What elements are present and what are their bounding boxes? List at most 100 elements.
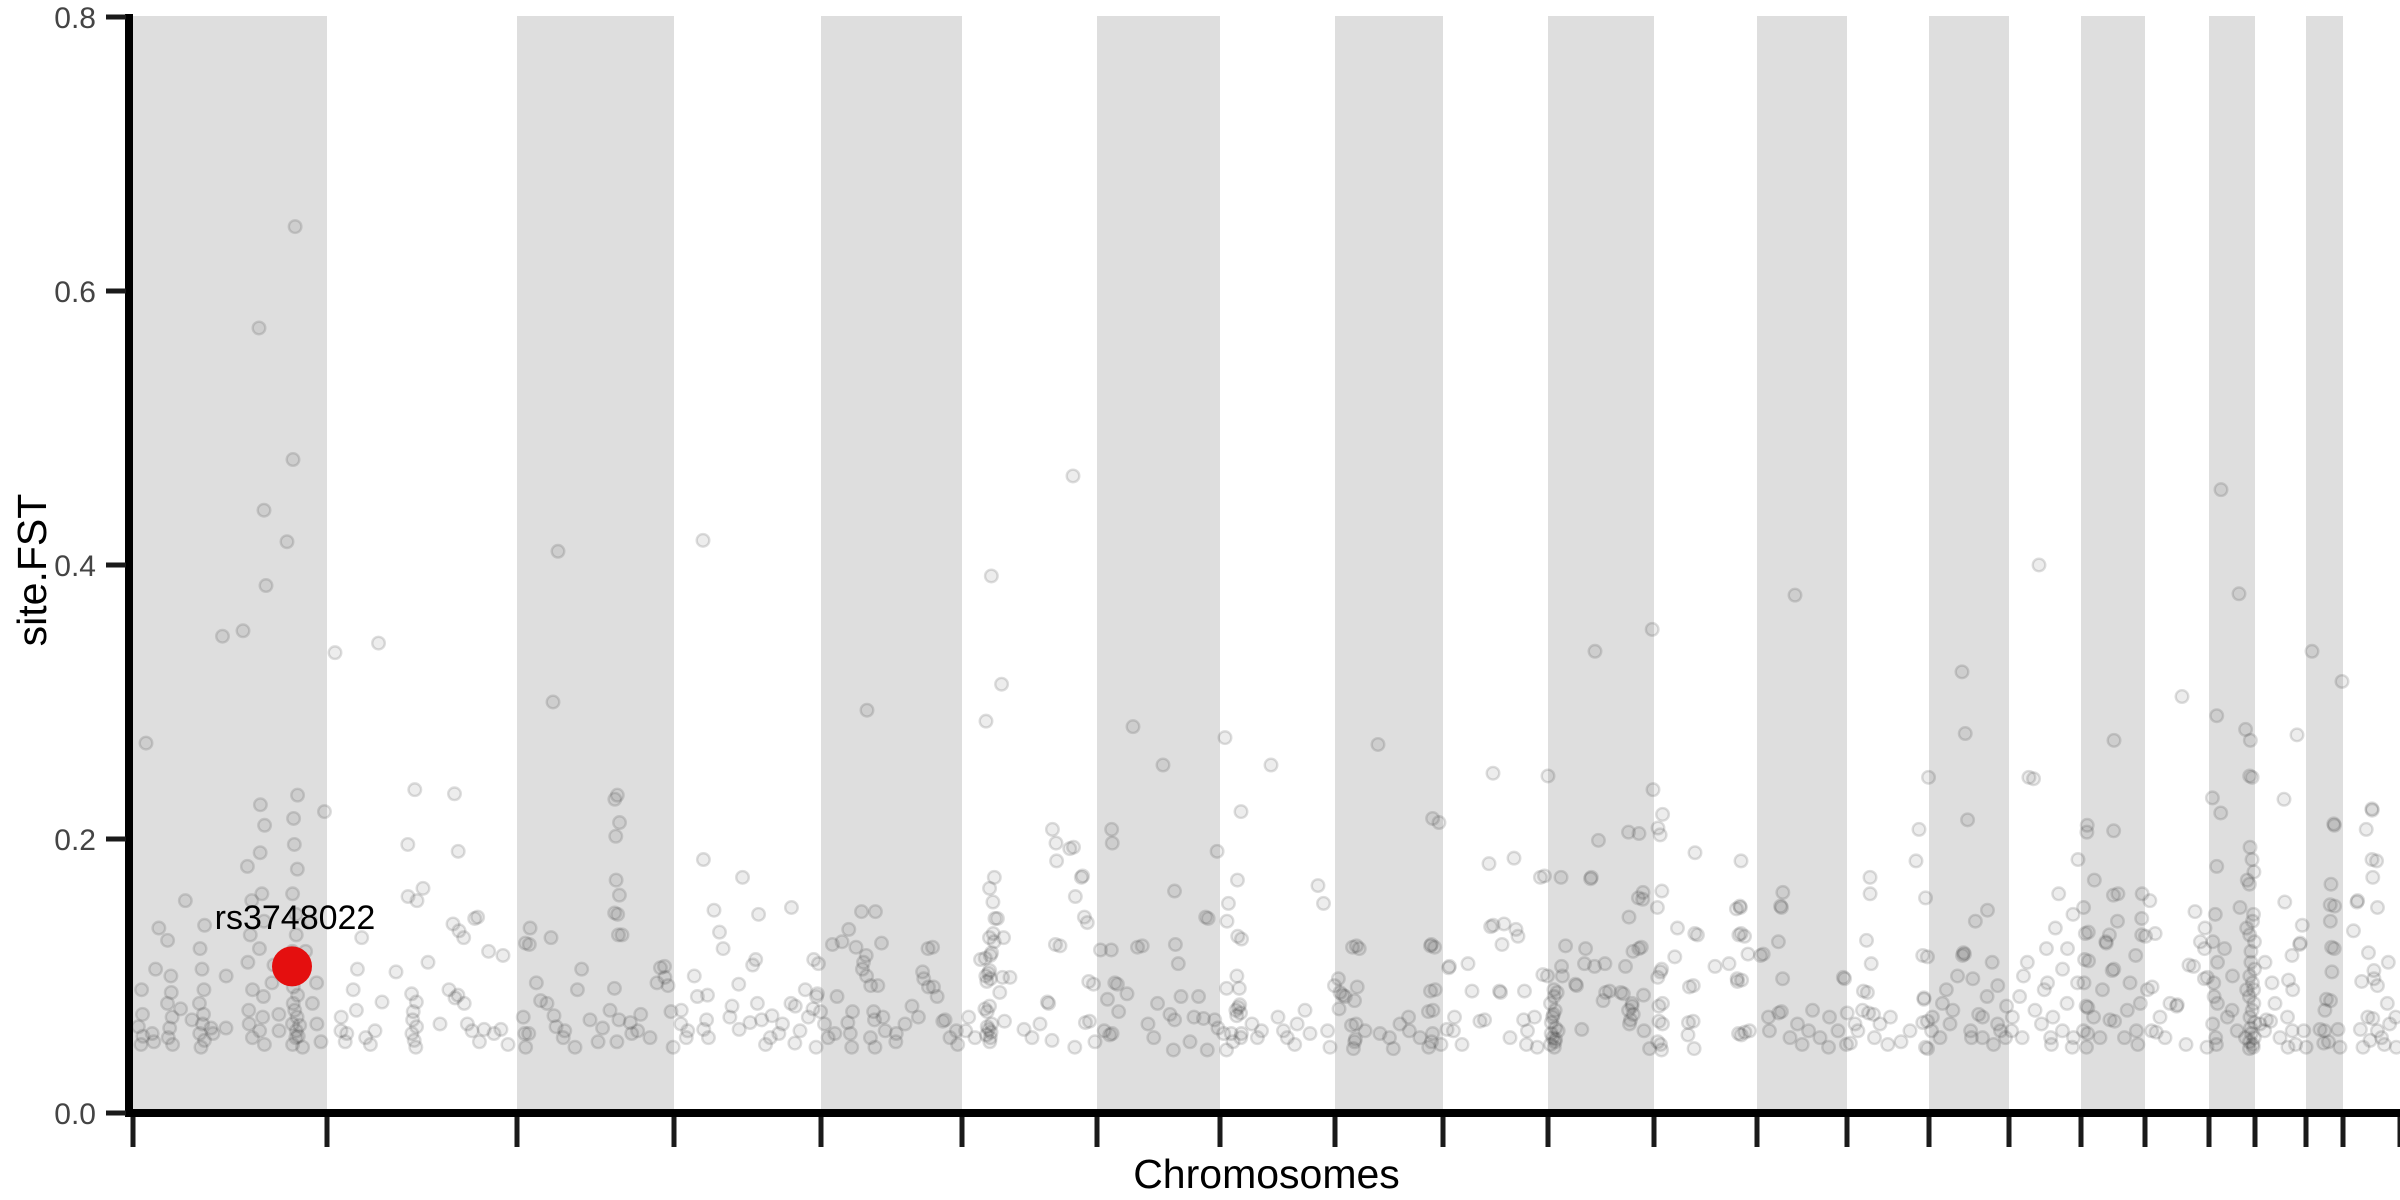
data-point <box>1092 942 1108 958</box>
data-point <box>2045 1009 2061 1025</box>
data-point <box>1915 947 1931 963</box>
data-point <box>2388 1039 2400 1055</box>
data-point <box>1625 1006 1641 1022</box>
data-point <box>1915 1015 1931 1031</box>
data-point <box>1862 869 1878 885</box>
data-point <box>754 1012 770 1028</box>
data-point <box>1297 1002 1313 1018</box>
data-point <box>1546 989 1562 1005</box>
data-point <box>1532 869 1548 885</box>
data-point <box>2360 1009 2376 1025</box>
data-point <box>1230 1000 1246 1016</box>
data-point <box>1134 938 1150 954</box>
data-point <box>1191 989 1207 1005</box>
data-point <box>829 989 845 1005</box>
data-point <box>981 1021 997 1037</box>
data-point <box>1345 939 1361 955</box>
data-point <box>1587 643 1603 659</box>
data-point <box>1548 1031 1564 1047</box>
data-point <box>2280 1039 2296 1055</box>
data-point <box>316 804 332 820</box>
data-point <box>2374 1030 2390 1046</box>
data-point <box>699 1012 715 1028</box>
data-point <box>1974 1030 1990 1046</box>
data-point <box>1950 968 1966 984</box>
data-point <box>1835 969 1851 985</box>
data-point <box>2277 894 2293 910</box>
data-point <box>304 995 320 1011</box>
y-axis-ticks <box>106 14 126 1116</box>
data-point <box>1454 1036 1470 1052</box>
data-point <box>284 1016 300 1032</box>
data-point <box>2208 1036 2224 1052</box>
data-point <box>1337 989 1353 1005</box>
data-point <box>476 1021 492 1037</box>
data-point <box>1167 936 1183 952</box>
data-point <box>2364 802 2380 818</box>
data-point <box>678 1030 694 1046</box>
data-point <box>404 1026 420 1042</box>
data-point <box>521 936 537 952</box>
data-point <box>292 1017 308 1033</box>
data-point <box>192 1026 208 1042</box>
data-point <box>1971 1006 1987 1022</box>
data-point <box>2242 1009 2258 1025</box>
data-point <box>1217 730 1233 746</box>
data-point <box>2197 920 2213 936</box>
data-point <box>432 1016 448 1032</box>
data-point <box>787 1035 803 1051</box>
data-point <box>214 628 230 644</box>
data-point <box>624 1026 640 1042</box>
data-point <box>758 1036 774 1052</box>
data-point <box>1685 1013 1701 1029</box>
data-point <box>1427 939 1443 955</box>
data-point <box>2077 952 2093 968</box>
data-point <box>1955 945 1971 961</box>
data-point <box>1812 1030 1828 1046</box>
data-point <box>1654 995 1670 1011</box>
data-point <box>2070 975 2086 991</box>
data-point <box>1233 1005 1249 1021</box>
data-point <box>1081 973 1097 989</box>
data-point <box>404 986 420 1002</box>
data-point <box>1385 1041 1401 1057</box>
data-point <box>806 952 822 968</box>
data-point <box>1392 1016 1408 1032</box>
data-point <box>642 1030 658 1046</box>
data-point <box>1485 765 1501 781</box>
data-point <box>1412 1030 1428 1046</box>
data-point <box>2192 934 2208 950</box>
data-point <box>289 861 305 877</box>
data-point <box>1740 946 1756 962</box>
data-point <box>1838 1036 1854 1052</box>
data-point <box>2318 991 2334 1007</box>
data-point <box>1270 1009 1286 1025</box>
data-point <box>1773 898 1789 914</box>
data-point <box>1805 1002 1821 1018</box>
data-point <box>2064 1039 2080 1055</box>
data-point <box>1322 1039 1338 1055</box>
data-point <box>2284 1023 2300 1039</box>
data-point <box>1381 1030 1397 1046</box>
data-point <box>1731 1026 1747 1042</box>
data-point <box>792 1023 808 1039</box>
data-point <box>2326 817 2342 833</box>
data-point <box>771 1026 787 1042</box>
data-point <box>445 916 461 932</box>
data-point <box>2119 1002 2135 1018</box>
data-point <box>1425 1002 1441 1018</box>
data-point <box>1075 868 1091 884</box>
data-point <box>978 1027 994 1043</box>
data-point <box>2376 1036 2392 1052</box>
data-point <box>1219 913 1235 929</box>
data-point <box>1801 1023 1817 1039</box>
data-point <box>742 1015 758 1031</box>
data-point <box>866 1004 882 1020</box>
data-point <box>1654 961 1670 977</box>
data-point <box>1502 1030 1518 1046</box>
data-point <box>1464 983 1480 999</box>
chromosome-band-19 <box>2209 16 2255 1109</box>
data-point <box>1576 956 1592 972</box>
data-point <box>1956 946 1972 962</box>
data-point <box>1316 895 1332 911</box>
